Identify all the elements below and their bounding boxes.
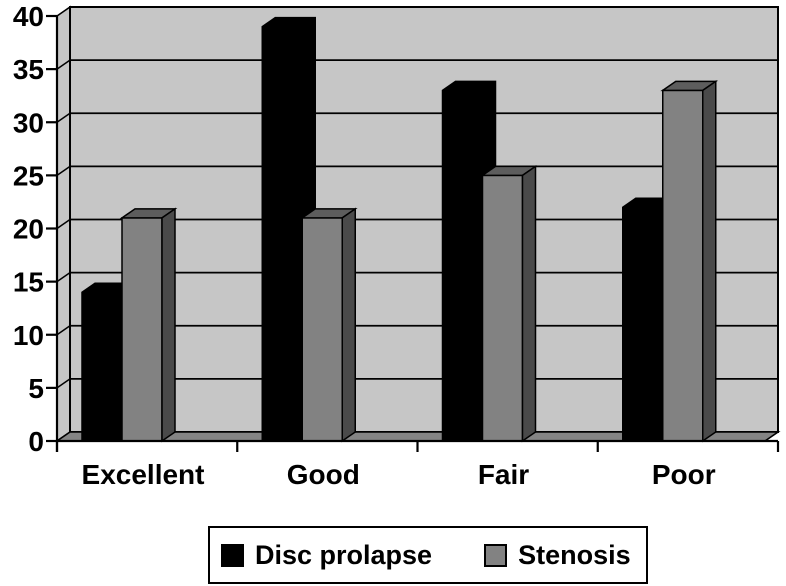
y-axis-tick-label: 0	[28, 426, 44, 457]
y-axis-tick-label: 20	[13, 214, 44, 245]
y-axis-tick-label: 40	[13, 1, 44, 32]
bar-face-front	[301, 217, 343, 442]
legend-label-stenosis: Stenosis	[518, 539, 631, 570]
y-axis-tick-label: 5	[28, 373, 44, 404]
bar-face-side	[161, 207, 176, 443]
bar-stenosis-good	[299, 207, 358, 443]
legend: Disc prolapse Stenosis	[208, 526, 648, 584]
bar-stenosis-excellent	[119, 207, 178, 443]
y-axis-tick-label: 15	[13, 267, 44, 298]
bar-face-side	[702, 79, 717, 443]
bar-face-front	[662, 89, 704, 442]
gridline-wall-slant	[56, 272, 71, 283]
bar-stenosis-poor	[660, 79, 719, 443]
gridline-wall-slant	[56, 59, 71, 70]
gridline-wall-slant	[56, 218, 71, 230]
y-axis-tick-label: 35	[13, 54, 44, 85]
legend-swatch-stenosis	[484, 543, 508, 567]
gridline-wall-slant	[56, 325, 71, 336]
bar-face-front	[481, 174, 524, 442]
bar-chart: 0 5 10 15 20 25 30 35 40 Excellent Good Fair Poor	[13, 1, 781, 490]
gridline-wall-slant	[56, 378, 71, 389]
bar-face-front	[121, 217, 163, 442]
bar-face-side	[521, 164, 537, 443]
legend-item-disc-prolapse: Disc prolapse	[221, 540, 432, 571]
bar-stenosis-fair	[480, 164, 538, 443]
x-axis-label-excellent: Excellent	[82, 459, 205, 490]
y-axis-tick-label: 10	[13, 320, 44, 351]
gridline-wall-slant	[56, 165, 71, 176]
x-axis-label-fair: Fair	[478, 459, 529, 490]
x-axis-label-poor: Poor	[652, 459, 716, 490]
y-axis-tick-label: 30	[13, 107, 44, 138]
legend-item-stenosis: Stenosis	[484, 540, 631, 571]
gridline-wall-slant	[56, 112, 71, 123]
legend-swatch-disc-prolapse	[221, 543, 244, 567]
bar-face-side	[341, 207, 356, 443]
legend-label-disc-prolapse: Disc prolapse	[255, 539, 433, 570]
x-axis-label-good: Good	[287, 459, 360, 490]
y-axis-tick-label: 25	[13, 160, 44, 191]
